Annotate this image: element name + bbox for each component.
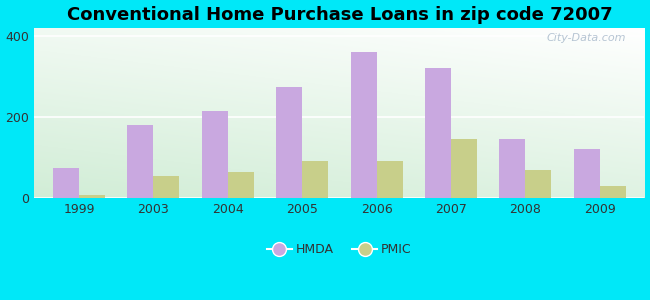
Bar [376,161,402,198]
Bar [202,111,228,198]
Bar [53,168,79,198]
Title: Conventional Home Purchase Loans in zip code 72007: Conventional Home Purchase Loans in zip … [66,6,612,24]
Text: City-Data.com: City-Data.com [547,33,626,43]
Bar [574,149,600,198]
Bar [153,176,179,198]
Bar [425,68,451,198]
Bar [302,161,328,198]
Bar [451,139,477,198]
Bar [600,186,626,198]
Bar [350,52,376,198]
Bar [525,169,551,198]
Bar [127,125,153,198]
Bar [276,87,302,198]
Bar [79,195,105,198]
Legend: HMDA, PMIC: HMDA, PMIC [267,243,412,256]
Bar [499,139,525,198]
Bar [227,172,254,198]
